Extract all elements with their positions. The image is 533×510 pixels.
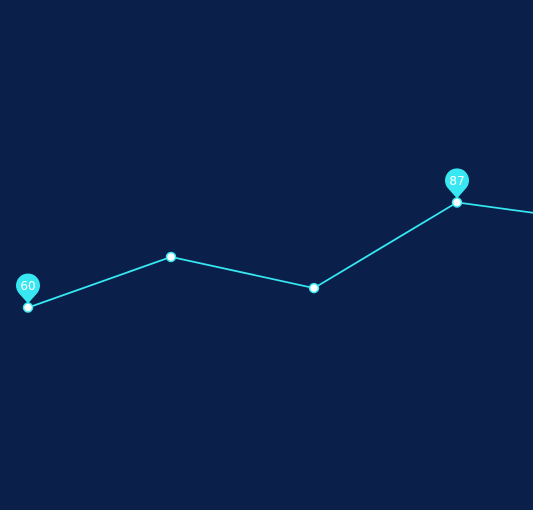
- max-value-marker: 87: [445, 168, 470, 199]
- data-point-3[interactable]: [308, 282, 320, 294]
- data-point-2[interactable]: [165, 251, 177, 263]
- min-marker-pin: [16, 273, 40, 304]
- marker-layer: 60 87: [16, 168, 470, 304]
- min-value-marker: 60: [16, 273, 40, 304]
- max-marker-pin: [445, 168, 470, 199]
- data-point-1[interactable]: [22, 302, 34, 313]
- data-point-4[interactable]: [451, 197, 463, 208]
- max-marker-label: 87: [449, 174, 464, 188]
- min-marker-label: 60: [20, 279, 35, 293]
